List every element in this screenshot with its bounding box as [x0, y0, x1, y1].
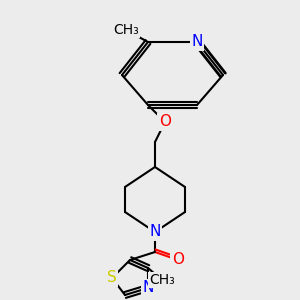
Text: N: N: [191, 34, 203, 50]
Text: CH₃: CH₃: [113, 23, 139, 37]
Text: O: O: [159, 115, 171, 130]
Text: CH₃: CH₃: [149, 273, 175, 287]
Text: S: S: [107, 271, 117, 286]
Text: N: N: [149, 224, 161, 239]
Text: N: N: [142, 280, 154, 296]
Text: O: O: [172, 253, 184, 268]
